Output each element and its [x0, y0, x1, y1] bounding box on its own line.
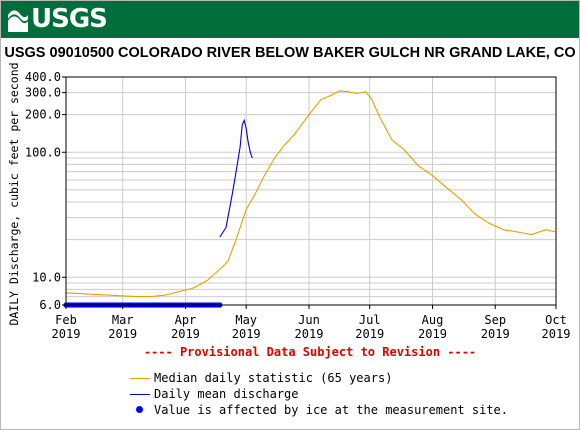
- provisional-note: ---- Provisional Data Subject to Revisio…: [144, 345, 476, 359]
- chart-legend: Median daily statistic (65 years) Daily …: [130, 370, 508, 418]
- legend-label-daily-mean: Daily mean discharge: [154, 387, 299, 401]
- x-tick-label-year: 2019: [295, 327, 324, 341]
- usgs-logo[interactable]: USGS: [7, 4, 108, 35]
- median-series-line: [65, 90, 557, 298]
- x-tick-label-month: Mar: [112, 313, 134, 327]
- chart-title: USGS 09010500 COLORADO RIVER BELOW BAKER…: [4, 45, 576, 61]
- legend-item-daily-mean: Daily mean discharge: [130, 386, 508, 402]
- x-tick-label-year: 2019: [108, 327, 137, 341]
- usgs-banner: USGS: [1, 1, 579, 38]
- axis-labels: 6.010.0100.0200.0300.0400.0Feb2019Mar201…: [25, 70, 571, 341]
- legend-label-ice: Value is affected by ice at the measurem…: [154, 403, 509, 417]
- legend-label-median: Median daily statistic (65 years): [154, 371, 393, 385]
- legend-item-median: Median daily statistic (65 years): [130, 370, 508, 386]
- y-tick-label: 6.0: [39, 298, 61, 312]
- y-tick-label: 10.0: [32, 270, 61, 284]
- x-tick-label-year: 2019: [542, 327, 571, 341]
- daily-mean-line-swatch: [130, 394, 150, 395]
- y-tick-label: 300.0: [25, 86, 61, 100]
- x-tick-label-year: 2019: [232, 327, 261, 341]
- x-tick-label-month: Feb: [55, 313, 77, 327]
- x-tick-label-month: Jun: [298, 313, 320, 327]
- ice-dot-swatch: [136, 406, 143, 413]
- x-tick-label-month: Sep: [484, 313, 506, 327]
- x-tick-label-month: Oct: [545, 313, 567, 327]
- daily-mean-series-line: [219, 118, 253, 238]
- usgs-wave-icon: [7, 7, 29, 33]
- usgs-logo-text: USGS: [31, 4, 108, 34]
- y-tick-label: 100.0: [25, 145, 61, 159]
- x-tick-label-month: Jul: [359, 313, 381, 327]
- y-tick-label: 200.0: [25, 108, 61, 122]
- y-axis-label: DAILY Discharge, cubic feet per second: [7, 62, 21, 325]
- plot-border: [65, 76, 557, 306]
- data-series: [63, 90, 557, 308]
- x-tick-label-year: 2019: [418, 327, 447, 341]
- x-tick-label-month: Apr: [175, 313, 197, 327]
- grid-lines: [65, 76, 557, 306]
- x-tick-label-year: 2019: [52, 327, 81, 341]
- x-tick-label-year: 2019: [355, 327, 384, 341]
- x-tick-label-year: 2019: [481, 327, 510, 341]
- x-tick-label-month: Aug: [422, 313, 444, 327]
- median-line-swatch: [130, 378, 150, 379]
- x-tick-label-month: May: [235, 313, 257, 327]
- legend-item-ice: Value is affected by ice at the measurem…: [130, 402, 508, 418]
- x-tick-label-year: 2019: [171, 327, 200, 341]
- y-tick-label: 400.0: [25, 70, 61, 84]
